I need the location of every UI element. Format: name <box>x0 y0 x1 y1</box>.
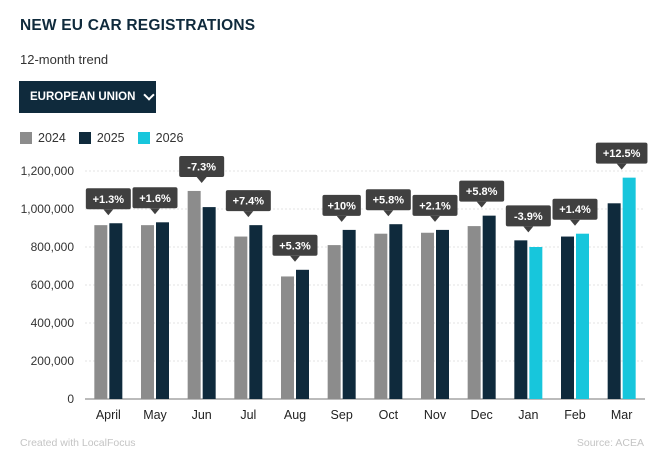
bar-2025-sep <box>342 229 356 399</box>
x-tick-label: Jan <box>518 408 538 422</box>
bar-2024-jul <box>234 236 248 399</box>
legend-label-2026: 2026 <box>155 131 184 145</box>
bar-2025-mar <box>607 203 621 399</box>
change-label: +7.4% <box>233 196 265 208</box>
change-label-pointer <box>336 215 347 222</box>
x-tick-label: Aug <box>284 408 306 422</box>
region-dropdown-label: EUROPEAN UNION <box>30 91 136 103</box>
bar-2025-nov <box>436 229 449 399</box>
x-tick-label: Mar <box>611 408 633 422</box>
y-tick-label: 1,200,000 <box>21 164 75 178</box>
legend-swatch-2024 <box>20 132 32 144</box>
region-dropdown[interactable]: EUROPEAN UNION <box>19 81 156 113</box>
x-tick-label: Dec <box>471 408 493 422</box>
change-label: +5.3% <box>279 240 311 252</box>
change-label-bg <box>322 194 361 216</box>
change-label-pointer <box>150 208 160 215</box>
change-label-bg <box>595 142 648 164</box>
change-label-bg <box>132 187 178 209</box>
change-label-pointer <box>196 176 207 183</box>
bar-2025-jul <box>249 225 263 399</box>
bar-2025-dec <box>482 215 496 399</box>
change-label-pointer <box>383 210 394 217</box>
y-tick-label: 800,000 <box>31 240 75 254</box>
legend-item-2024[interactable]: 2024 <box>20 131 66 145</box>
bar-2025-may <box>156 222 169 399</box>
change-label-pointer <box>243 211 254 218</box>
legend-swatch-2025 <box>78 132 91 144</box>
change-label-bg <box>412 194 458 216</box>
x-tick-label: Jun <box>192 408 212 422</box>
y-tick-label: 600,000 <box>31 278 75 292</box>
y-tick-label: 0 <box>67 392 74 406</box>
change-label-pointer <box>523 226 534 233</box>
change-label-bg <box>505 205 551 227</box>
change-label-pointer <box>430 215 440 222</box>
change-label-pointer <box>290 255 300 262</box>
change-label: +5.8% <box>466 186 498 198</box>
change-label-bg <box>459 180 505 202</box>
bar-2024-april <box>94 225 108 399</box>
legend-label-2024: 2024 <box>38 131 66 145</box>
legend: 2024 2025 2026 <box>20 131 196 145</box>
change-label-pointer <box>476 201 487 208</box>
bar-2024-jun <box>187 190 201 399</box>
bar-2024-oct <box>374 233 388 399</box>
change-label-bg <box>272 234 318 256</box>
change-label: +2.1% <box>419 200 451 212</box>
change-label: +5.8% <box>373 195 405 207</box>
change-label-bg <box>179 155 225 177</box>
bar-2024-nov <box>421 232 434 399</box>
y-tick-label: 1,000,000 <box>21 202 75 216</box>
footer-credit: Created with LocalFocus <box>20 437 136 449</box>
change-label-bg <box>85 188 131 210</box>
change-label-bg <box>552 198 598 220</box>
bar-2024-dec <box>467 226 481 399</box>
change-label: +1.3% <box>93 194 125 206</box>
legend-label-2025: 2025 <box>96 131 125 145</box>
bar-2026-feb <box>576 233 589 399</box>
bar-2026-mar <box>622 177 636 399</box>
bar-2024-may <box>141 225 154 399</box>
legend-item-2026[interactable]: 2026 <box>137 131 184 145</box>
x-tick-label: Sep <box>331 408 353 422</box>
legend-item-2025[interactable]: 2025 <box>78 131 125 145</box>
legend-swatch-2026 <box>137 132 150 144</box>
bar-2025-aug <box>296 269 309 399</box>
bar-2025-oct <box>389 224 403 399</box>
bar-2024-sep <box>327 245 341 399</box>
change-label-pointer <box>570 219 580 226</box>
change-label-bg <box>365 189 411 211</box>
chart-title: NEW EU CAR REGISTRATIONS <box>20 17 256 34</box>
change-label: -7.3% <box>187 161 216 173</box>
x-tick-label: Feb <box>564 408 586 422</box>
y-tick-label: 200,000 <box>31 354 75 368</box>
x-tick-label: Oct <box>379 408 399 422</box>
change-label: +1.6% <box>139 193 171 205</box>
change-label-pointer <box>103 209 114 216</box>
chart-subtitle: 12-month trend <box>20 52 109 67</box>
change-label-bg <box>225 190 271 212</box>
change-label: +10% <box>327 200 356 212</box>
bar-2025-april <box>109 223 123 399</box>
change-label: +1.4% <box>559 204 591 216</box>
footer-source: Source: ACEA <box>576 437 644 449</box>
bar-2026-jan <box>529 247 543 399</box>
change-label: +12.5% <box>603 148 641 160</box>
change-label-pointer <box>616 163 627 170</box>
bar-2025-jun <box>202 207 216 399</box>
y-tick-label: 400,000 <box>31 316 75 330</box>
bar-2025-jan <box>514 240 528 399</box>
change-label: -3.9% <box>514 211 543 223</box>
x-tick-label: April <box>96 408 121 422</box>
bar-2024-aug <box>281 276 294 399</box>
x-tick-label: Nov <box>424 408 447 422</box>
bar-2025-feb <box>561 236 574 399</box>
x-tick-label: Jul <box>240 408 256 422</box>
x-tick-label: May <box>143 408 167 422</box>
